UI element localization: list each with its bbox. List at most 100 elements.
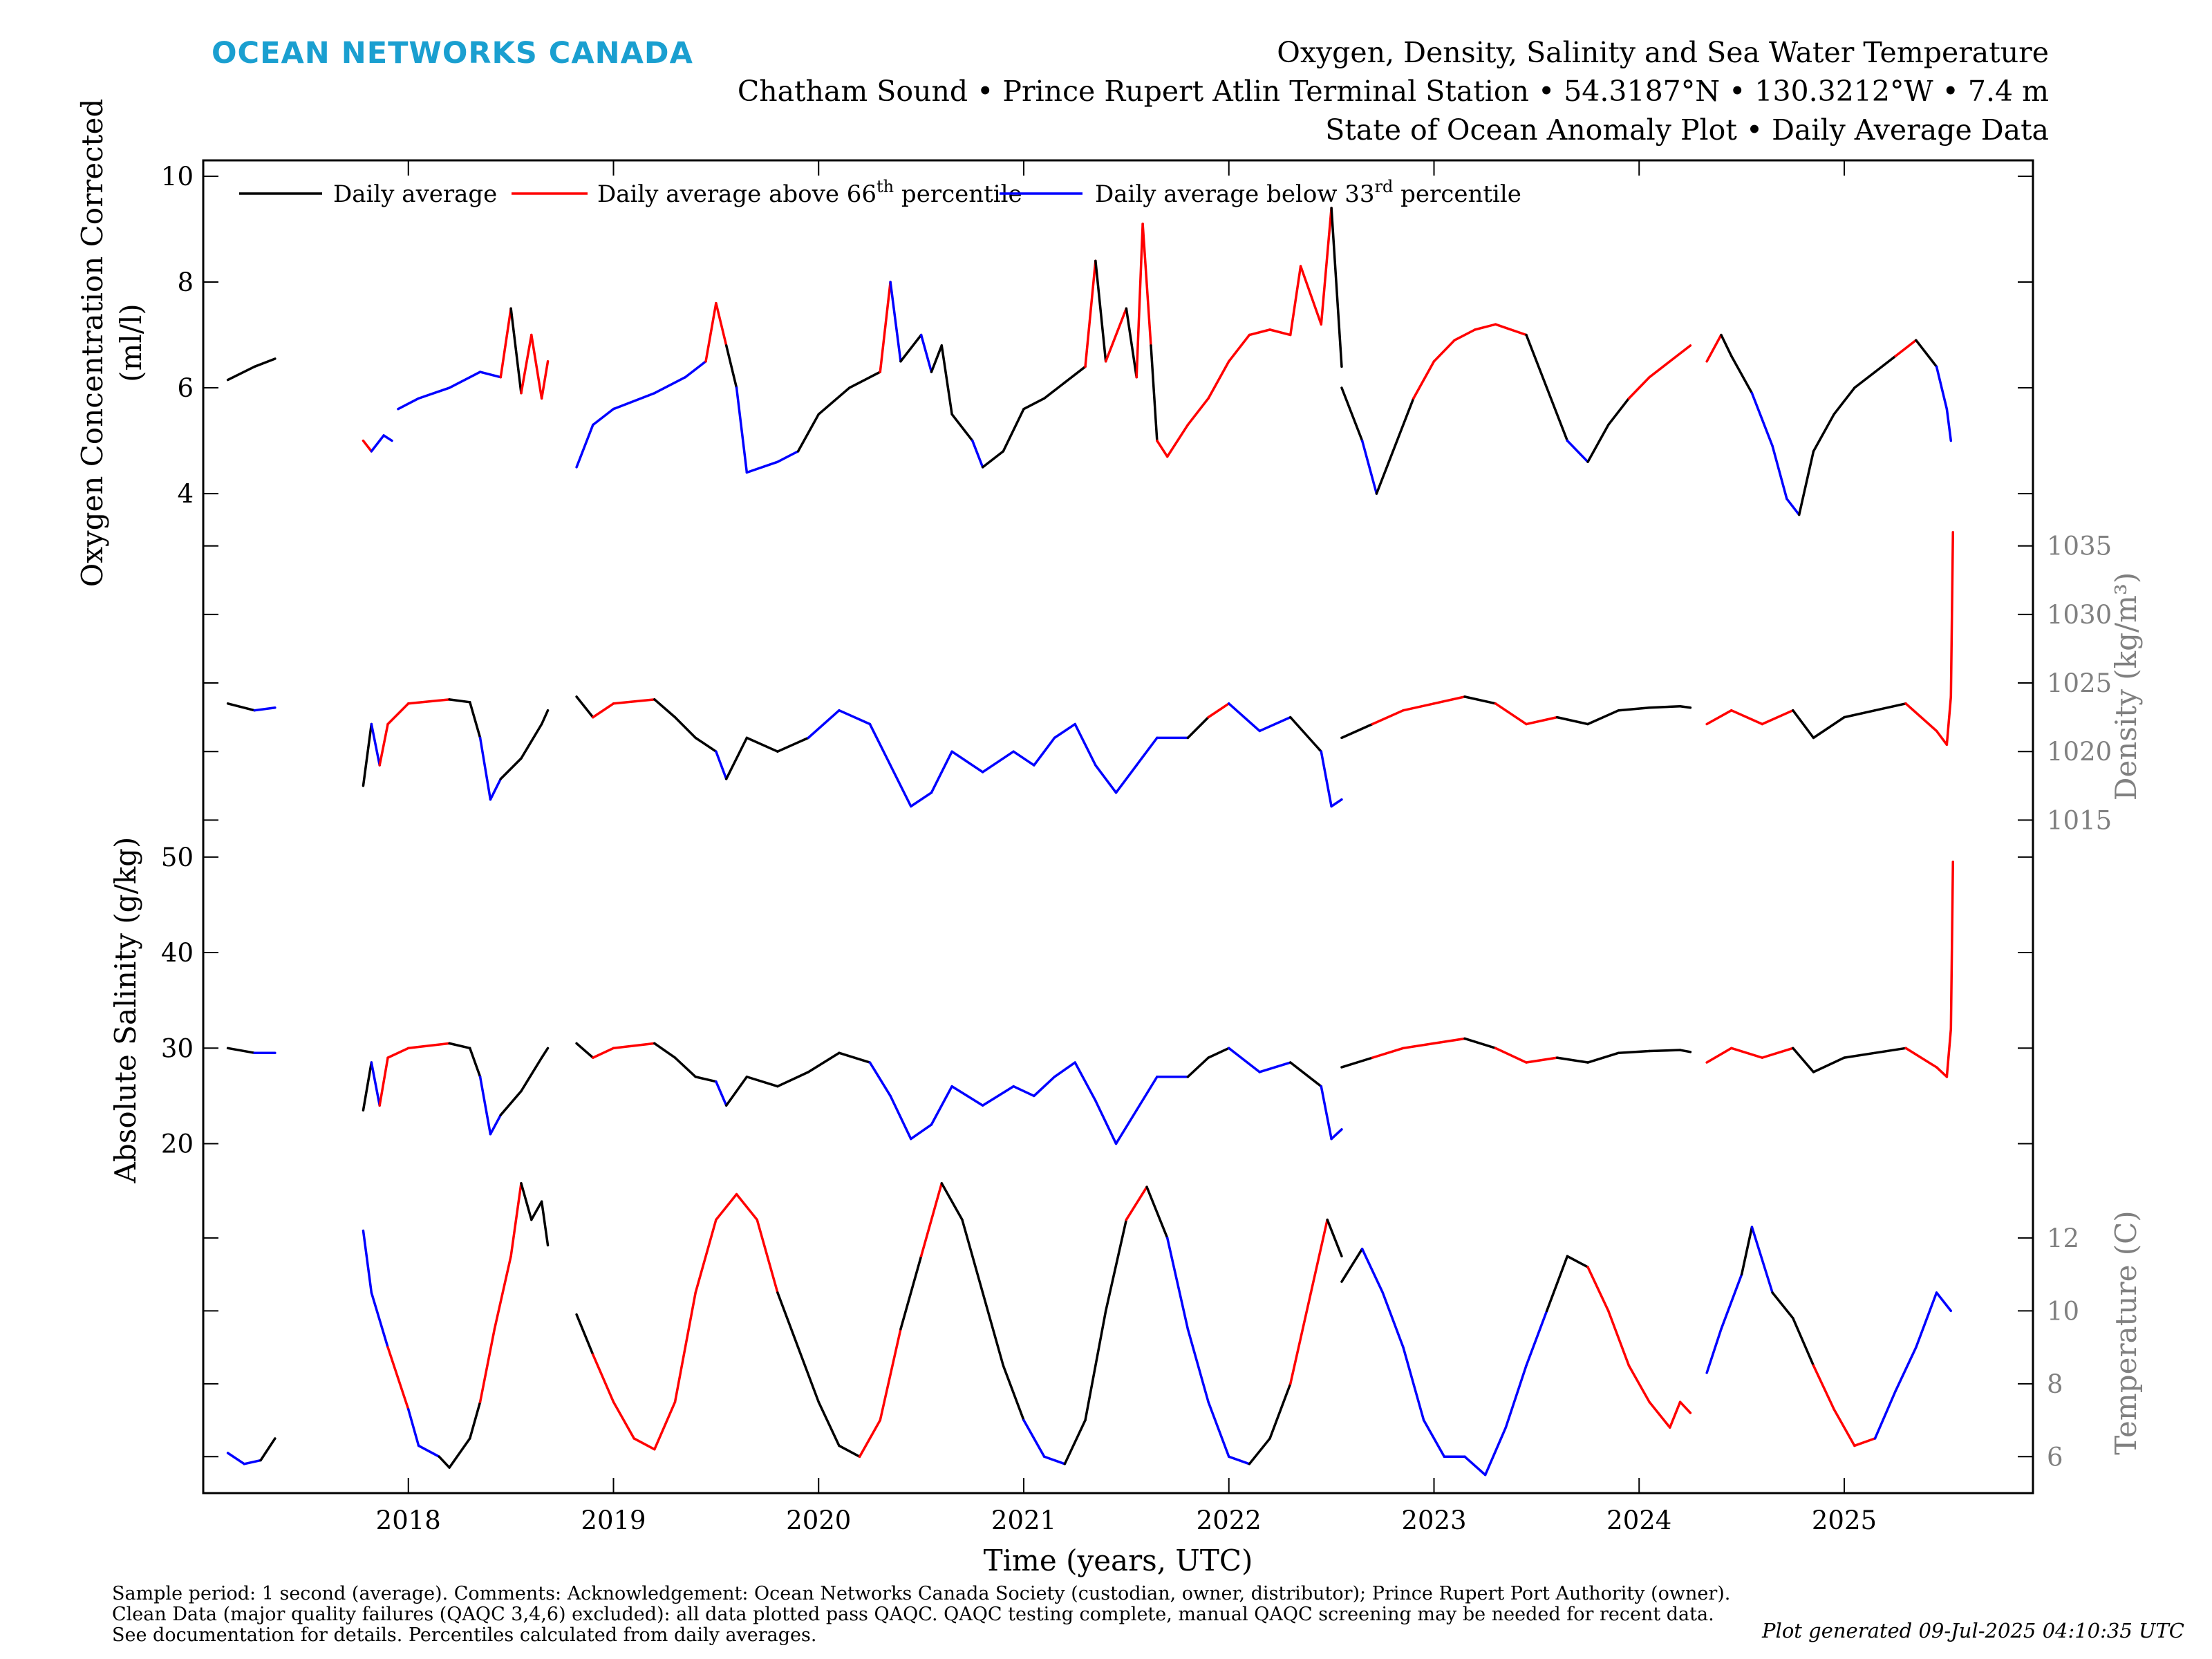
density-line-segment: [1906, 704, 1937, 731]
oxygen-line-segment: [1085, 261, 1096, 366]
salinity-line-segment: [655, 1043, 675, 1058]
salinity-line-segment: [470, 1048, 480, 1076]
density-line-segment: [1434, 697, 1465, 704]
xtick-label: 2019: [581, 1506, 646, 1535]
density-line-segment: [716, 751, 727, 779]
density-line-segment: [727, 738, 747, 778]
oxygen-line-segment: [1772, 446, 1787, 499]
temperature-line-segment: [1403, 1347, 1424, 1420]
density-line-segment: [1075, 724, 1096, 765]
temperature-line-segment: [1680, 1402, 1691, 1413]
legend-label-blue: Daily average below 33rd percentile: [1095, 177, 1521, 208]
oxygen-line-segment: [1875, 356, 1896, 372]
salinity-line-segment: [1732, 1048, 1763, 1058]
temperature-line-segment: [1424, 1421, 1445, 1457]
legend-label-black: Daily average: [333, 180, 497, 208]
density-line-segment: [1208, 704, 1229, 718]
temperature-ytick-label: 10: [2047, 1296, 2079, 1326]
oxygen-line-segment: [1136, 224, 1143, 377]
temperature-line-segment: [675, 1293, 696, 1402]
salinity-line-segment: [911, 1125, 932, 1139]
temperature-line-segment: [1670, 1402, 1680, 1427]
temperature-line-segment: [798, 1347, 819, 1402]
oxygen-line-segment: [973, 441, 983, 467]
oxygen-line-segment: [398, 398, 419, 409]
density-line-segment: [500, 758, 521, 779]
oxygen-line-segment: [511, 308, 521, 393]
footer-line-1: Sample period: 1 second (average). Comme…: [112, 1583, 1730, 1604]
density-line-segment: [577, 697, 593, 718]
density-line-segment: [655, 700, 675, 718]
salinity-line-segment: [542, 1048, 548, 1058]
density-ytick-label: 1015: [2047, 805, 2112, 835]
oxygen-line-segment: [1670, 346, 1691, 362]
temperature-line-segment: [1465, 1456, 1485, 1474]
oxygen-line-segment: [1188, 398, 1208, 424]
density-line-segment: [1331, 800, 1342, 807]
oxygen-line-segment: [798, 414, 819, 451]
salinity-line-segment: [1075, 1062, 1096, 1100]
density-line-segment: [1034, 738, 1055, 765]
salinity-line-segment: [716, 1082, 727, 1106]
temperature-ylabel: Temperature (C): [2109, 1210, 2143, 1454]
oxygen-ytick-label: 6: [177, 373, 194, 403]
salinity-line-segment: [1291, 1062, 1322, 1087]
salinity-line-segment: [890, 1096, 911, 1138]
salinity-line-segment: [1906, 1048, 1937, 1067]
salinity-line-segment: [480, 1077, 491, 1134]
salinity-line-segment: [1403, 1043, 1434, 1048]
density-ytick-label: 1025: [2047, 668, 2112, 698]
temperature-line-segment: [1629, 1365, 1649, 1402]
density-line-segment: [808, 711, 839, 738]
temperature-line-segment: [941, 1183, 962, 1220]
density-line-segment: [409, 700, 449, 704]
oxygen-line-segment: [1106, 308, 1127, 362]
temperature-line-segment: [921, 1183, 942, 1256]
oxygen-line-segment: [890, 282, 901, 362]
density-line-segment: [1680, 706, 1691, 708]
oxygen-line-segment: [1291, 266, 1301, 335]
oxygen-line-segment: [850, 372, 881, 388]
salinity-line-segment: [1680, 1050, 1691, 1052]
salinity-line-segment: [747, 1077, 778, 1087]
density-line-segment: [1875, 704, 1906, 711]
temperature-line-segment: [880, 1329, 901, 1421]
oxygen-line-segment: [1065, 366, 1085, 382]
oxygen-line-segment: [1813, 414, 1834, 451]
temperature-line-segment: [1249, 1438, 1270, 1464]
density-line-segment: [1321, 751, 1331, 806]
salinity-line-segment: [1096, 1100, 1116, 1143]
density-line-segment: [1619, 708, 1650, 711]
oxygen-line-segment: [983, 451, 1004, 467]
salinity-line-segment: [1875, 1048, 1906, 1053]
temperature-line-segment: [778, 1293, 798, 1347]
oxygen-line-segment: [1143, 224, 1151, 346]
oxygen-line-segment: [1916, 340, 1937, 366]
density-line-segment: [1762, 711, 1793, 724]
density-ytick-label: 1035: [2047, 532, 2112, 561]
temperature-line-segment: [1065, 1421, 1085, 1464]
salinity-line-segment: [1937, 1067, 1947, 1077]
oxygen-line-segment: [716, 303, 727, 346]
oxygen-line-segment: [593, 409, 614, 425]
oxygen-line-segment: [1609, 398, 1629, 424]
salinity-line-segment: [1259, 1062, 1291, 1072]
oxygen-line-segment: [818, 388, 850, 414]
oxygen-ylabel: (ml/l): [114, 303, 148, 382]
oxygen-line-segment: [685, 362, 706, 377]
salinity-line-segment: [500, 1091, 521, 1116]
temperature-line-segment: [1188, 1329, 1208, 1402]
temperature-line-segment: [860, 1421, 881, 1457]
density-line-segment: [870, 724, 890, 765]
density-line-segment: [363, 724, 371, 786]
salinity-line-segment: [695, 1077, 716, 1082]
density-ytick-label: 1030: [2047, 600, 2112, 630]
density-line-segment: [1055, 724, 1076, 738]
temperature-line-segment: [716, 1194, 737, 1220]
oxygen-line-segment: [1249, 330, 1270, 335]
oxygen-line-segment: [1588, 425, 1609, 462]
density-line-segment: [1707, 711, 1732, 724]
oxygen-line-segment: [1003, 409, 1024, 451]
oxygen-line-segment: [1414, 362, 1434, 399]
salinity-line-segment: [1136, 1077, 1157, 1110]
